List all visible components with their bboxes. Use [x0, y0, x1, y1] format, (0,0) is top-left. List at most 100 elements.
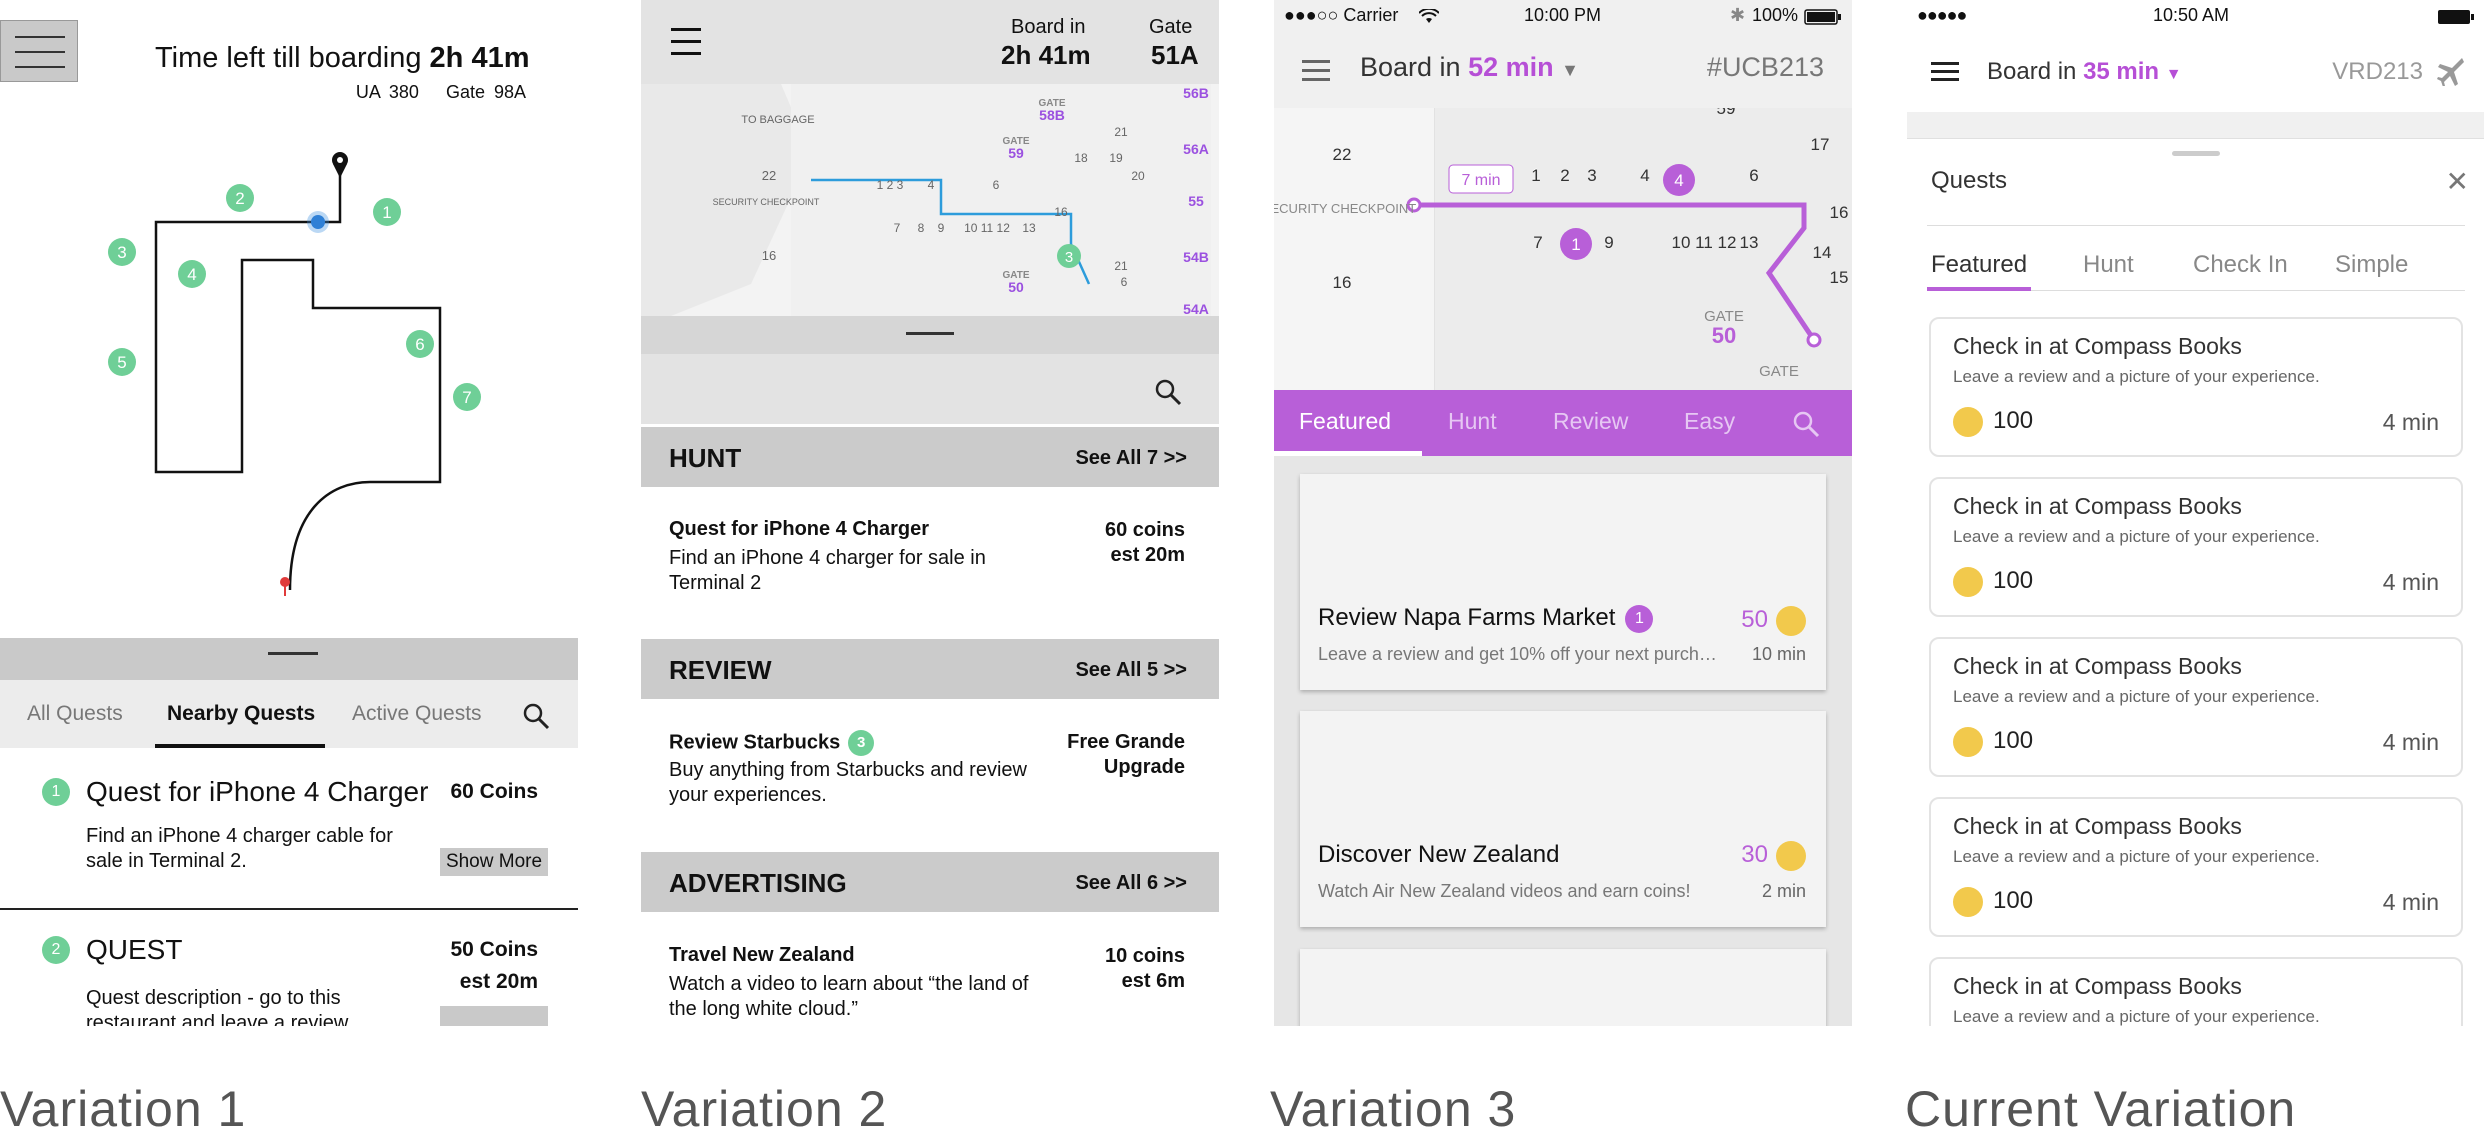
wifi-icon — [1419, 9, 1439, 23]
map-marker — [108, 238, 136, 266]
map-label: 16 — [1054, 205, 1068, 219]
map-label: 7 — [894, 221, 901, 235]
divider — [1927, 225, 2465, 226]
map-label: 56A — [1183, 141, 1209, 157]
quest-card[interactable]: Check in at Compass Books Leave a review… — [1929, 797, 2463, 937]
airplane-icon — [2437, 58, 2464, 86]
tab-featured[interactable]: Featured — [1299, 408, 1392, 434]
map-label: 7 — [1533, 233, 1542, 252]
quest-title: Check in at Compass Books — [1953, 653, 2242, 679]
coin-icon — [1953, 727, 1983, 757]
quest-points: 100 — [1993, 407, 2034, 434]
signal-icon: ●●●●● — [1917, 5, 1967, 25]
map-label: 18 — [1074, 151, 1088, 165]
caption-variation-1: Variation 1 — [0, 1081, 247, 1137]
map-label: 13 — [1740, 233, 1759, 252]
quest-card[interactable] — [1300, 949, 1826, 1026]
quest-card[interactable]: Check in at Compass Books Leave a review… — [1929, 637, 2463, 777]
tab-nearby-quests[interactable]: Nearby Quests — [167, 702, 316, 725]
quest-card-list: Review Napa Farms Market 1 Leave a review… — [1274, 456, 1852, 1026]
map-marker — [226, 184, 254, 212]
battery-icon — [1804, 9, 1841, 25]
drawer-handle[interactable] — [2172, 151, 2220, 156]
see-all-link[interactable]: See All 7 >> — [1075, 447, 1187, 469]
quest-tabs: All Quests Nearby Quests Active Quests — [0, 680, 578, 748]
active-tab-indicator — [1927, 287, 2031, 291]
map-label: 14 — [1813, 243, 1832, 262]
coin-icon — [1776, 606, 1806, 636]
board-in-dropdown[interactable]: Board in 52 min ▼ — [1360, 52, 1579, 82]
quest-card[interactable]: Check in at Compass Books Leave a review… — [1929, 477, 2463, 617]
drawer-handle[interactable] — [641, 316, 1219, 354]
quest-tabs: Featured Hunt Review Easy — [1274, 390, 1852, 456]
map-label: 56B — [1183, 85, 1209, 101]
quest-points: 100 — [1993, 567, 2034, 594]
quest-time: 4 min — [2382, 409, 2439, 435]
search-icon[interactable] — [522, 702, 550, 730]
map-label: 19 — [1109, 151, 1123, 165]
tab-simple[interactable]: Simple — [2335, 251, 2409, 278]
menu-icon[interactable] — [0, 20, 78, 82]
map-label: 17 — [1811, 135, 1830, 154]
flight-info: UA 380 Gate 98A — [355, 82, 526, 102]
quest-card[interactable]: Check in at Compass Books Leave a review… — [1929, 317, 2463, 457]
map-label: 13 — [1022, 221, 1036, 235]
map-label: 10 11 12 — [1672, 233, 1737, 252]
map-label: GATE — [1002, 270, 1029, 281]
search-bar[interactable] — [641, 354, 1219, 424]
drawer-handle[interactable] — [0, 638, 578, 680]
quest-title: Quest for iPhone 4 Charger — [669, 518, 930, 540]
search-icon[interactable] — [1154, 378, 1182, 406]
tab-easy[interactable]: Easy — [1684, 408, 1736, 434]
map-label: 22 — [1333, 145, 1352, 164]
carrier-label: ●●●○○ Carrier — [1284, 5, 1399, 25]
divider — [0, 908, 578, 910]
terminal-map: 22 16 SECURITY CHECKPOINT 1 1 2 3 4 6 7 … — [1274, 108, 1852, 390]
quest-title: Review Napa Farms Market 1 — [1318, 604, 1654, 633]
section-header-review: REVIEW See All 5 >> — [641, 639, 1219, 699]
see-all-link[interactable]: See All 6 >> — [1075, 872, 1187, 894]
map-label: 54B — [1183, 249, 1209, 265]
tab-hunt[interactable]: Hunt — [1448, 408, 1497, 434]
map-label: 9 — [1604, 233, 1613, 252]
battery-percent: 100% — [1752, 5, 1799, 25]
map-label: 59 — [1008, 145, 1024, 161]
chevron-down-icon: ▼ — [2165, 66, 2182, 83]
quest-title: QUEST — [86, 934, 183, 965]
quest-card[interactable]: Review Napa Farms Market 1 Leave a review… — [1300, 474, 1826, 690]
close-icon[interactable]: ✕ — [2445, 166, 2469, 197]
quest-description: Quest description - go to this restauran… — [86, 987, 349, 1026]
tab-underline — [1927, 290, 2465, 291]
tab-review[interactable]: Review — [1553, 408, 1629, 434]
caption-current-variation: Current Variation — [1905, 1081, 2297, 1137]
map-label: 50 — [1008, 279, 1024, 295]
tab-check-in[interactable]: Check In — [2193, 251, 2288, 278]
start-pin-icon — [280, 577, 290, 596]
quest-number-badge: 3 — [848, 730, 875, 756]
quest-reward: 60 coins est 20m — [1104, 519, 1185, 566]
tab-featured[interactable]: Featured — [1931, 251, 2028, 278]
quest-points: 100 — [1993, 727, 2034, 754]
variation-1-screen: Time left till boarding 2h 41m UA 380 Ga… — [0, 0, 578, 1026]
board-in-dropdown[interactable]: Board in 35 min ▼ — [1987, 58, 2182, 85]
quest-card[interactable]: Discover New Zealand Watch Air New Zeala… — [1300, 711, 1826, 927]
show-more-button[interactable] — [440, 1006, 548, 1026]
tab-active-quests[interactable]: Active Quests — [352, 702, 482, 725]
quest-time: 4 min — [2382, 889, 2439, 915]
quest-points: 50 — [1741, 606, 1768, 633]
tab-hunt[interactable]: Hunt — [2083, 251, 2134, 278]
tab-all-quests[interactable]: All Quests — [27, 702, 123, 725]
terminal-map: TO BAGGAGE SECURITY CHECKPOINT 22 16 1 2… — [641, 84, 1219, 316]
map-label: 21 — [1114, 259, 1128, 273]
see-all-link[interactable]: See All 5 >> — [1075, 659, 1187, 681]
show-more-button[interactable]: Show More — [440, 848, 548, 876]
gate-label: Gate — [1149, 16, 1193, 38]
quest-card[interactable]: Check in at Compass Books Leave a review… — [1929, 957, 2463, 1026]
quest-description: Buy anything from Starbucks and review y… — [669, 759, 1027, 806]
map-label: GATE — [1038, 98, 1065, 109]
map-label: 6 — [993, 178, 1000, 192]
search-icon[interactable] — [1792, 410, 1820, 438]
quest-points: 100 — [1993, 887, 2034, 914]
quest-number-badge: 1 — [42, 778, 70, 806]
map-marker-label: 2 — [235, 189, 244, 208]
